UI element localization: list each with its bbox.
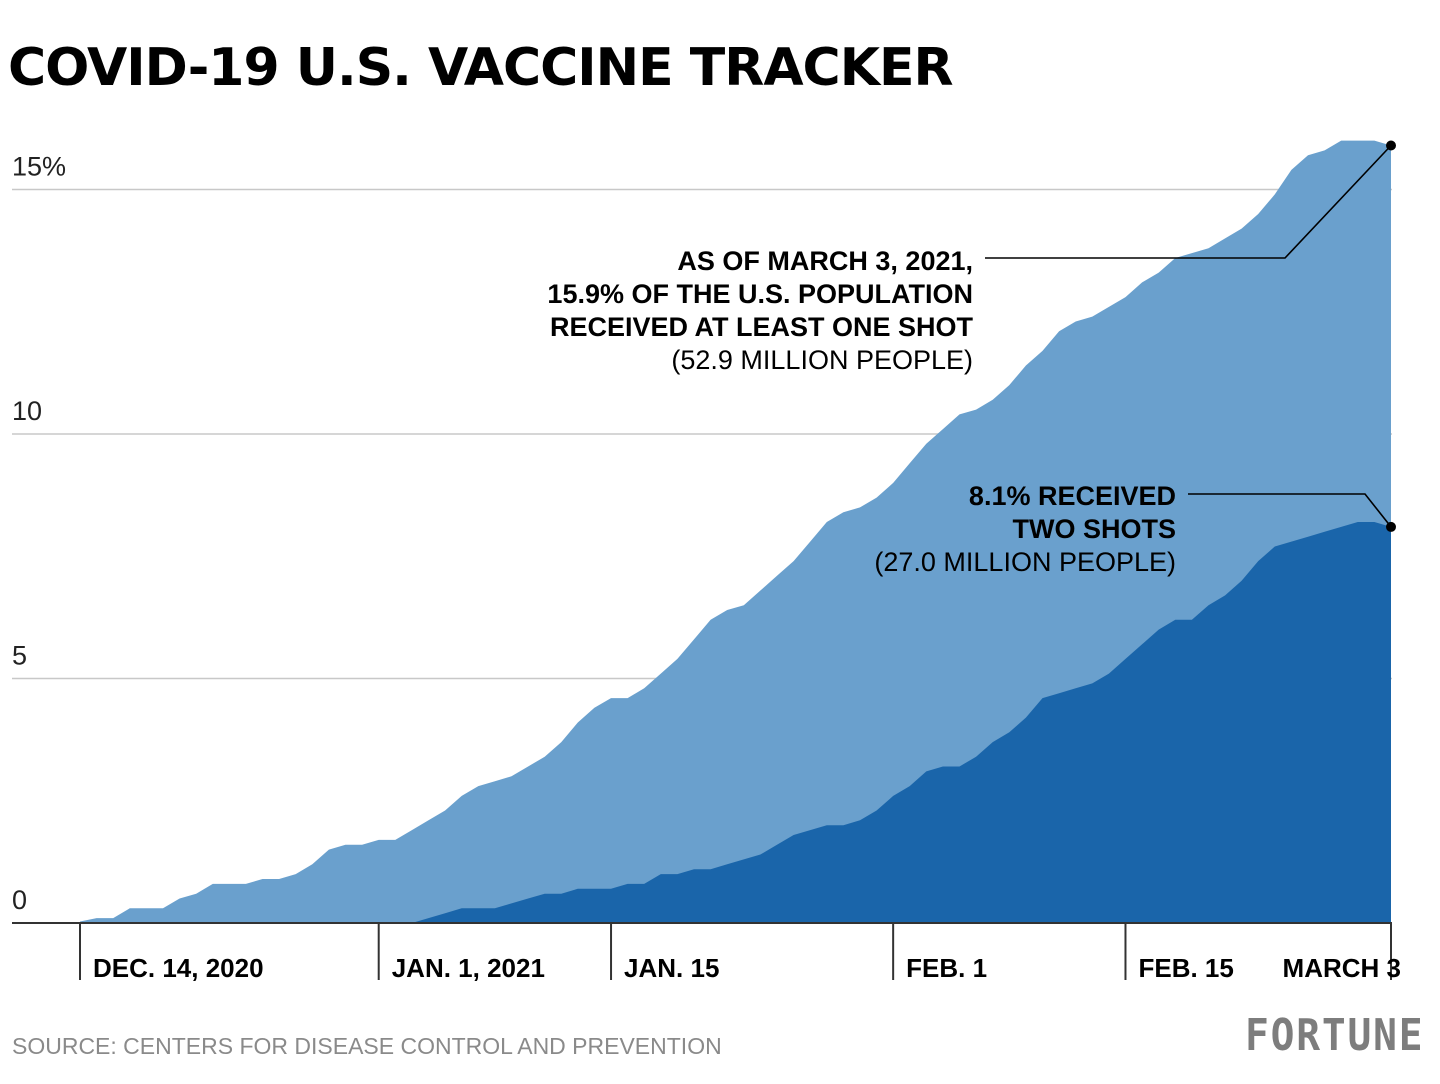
annotation-leader-line [985,144,1392,259]
x-tick-label: JAN. 15 [624,953,719,983]
area-two-shots [80,522,1391,923]
annotation-leader-line [1188,493,1392,528]
x-tick-label: FEB. 15 [1138,953,1233,983]
x-tick-label: JAN. 1, 2021 [392,953,545,983]
x-tick-label: MARCH 3 [1283,953,1401,983]
x-tick-label: DEC. 14, 2020 [93,953,264,983]
source-note: SOURCE: CENTERS FOR DISEASE CONTROL AND … [12,1033,722,1059]
x-axis: DEC. 14, 2020 JAN. 1, 2021 JAN. 15 FEB. 1 FE… [12,922,1401,983]
annotation-bold-line: TWO SHOTS [1013,514,1177,544]
y-tick-label: 0 [12,885,27,915]
annotation-endpoint-dot [1386,140,1396,151]
annotation-detail-line: (27.0 MILLION PEOPLE) [874,547,1176,577]
annotation-bold-line: 8.1% RECEIVED [969,481,1176,511]
annotation-bold-line: RECEIVED AT LEAST ONE SHOT [550,312,974,342]
annotation-detail-line: (52.9 MILLION PEOPLE) [671,345,973,375]
annotations: AS OF MARCH 3, 2021,15.9% OF THE U.S. PO… [547,140,1396,577]
annotation-endpoint-dot [1386,521,1396,532]
area-series [80,140,1391,924]
x-tick-label: FEB. 1 [906,953,987,983]
y-tick-label: 10 [12,396,42,426]
y-tick-label: 5 [12,641,27,671]
y-axis-tick-labels: 0 5 10 15% [12,152,66,916]
annotation-bold-line: 15.9% OF THE U.S. POPULATION [547,279,973,309]
y-tick-label: 15% [12,152,66,182]
annotation-1: AS OF MARCH 3, 2021,15.9% OF THE U.S. PO… [547,140,1396,375]
vaccine-area-chart: 0 5 10 15% DEC. 14, 2020 JAN. 1, 2021 JAN. 15… [12,140,1401,983]
chart-title: COVID-19 U.S. VACCINE TRACKER [8,38,954,98]
fortune-logo: FORTUNE [1244,1010,1424,1061]
annotation-bold-line: AS OF MARCH 3, 2021, [677,246,973,276]
